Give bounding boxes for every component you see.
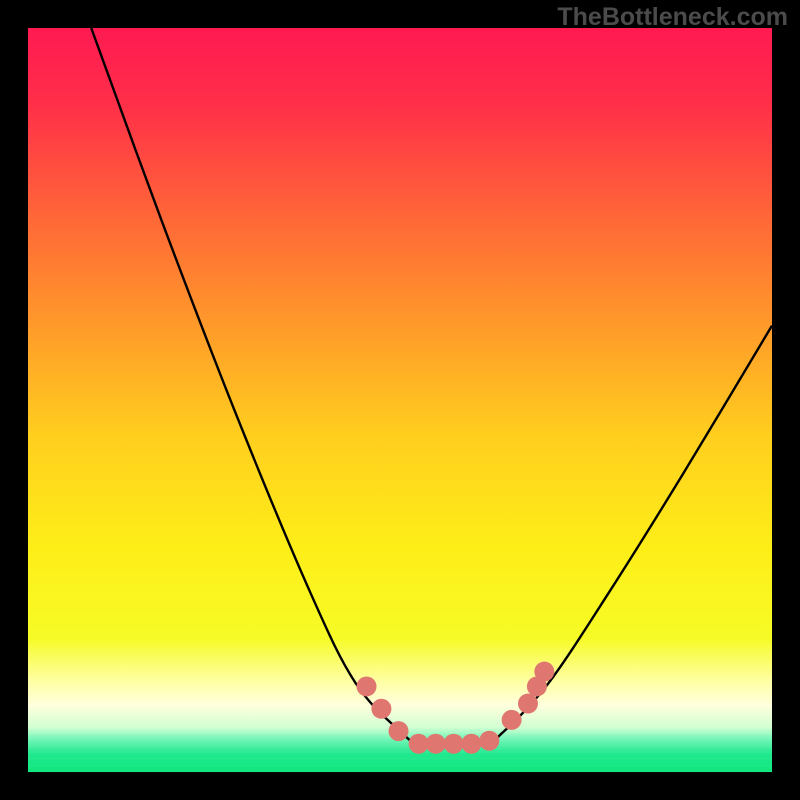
watermark-text: TheBottleneck.com: [557, 3, 788, 32]
chart-plot-area: [28, 28, 772, 772]
